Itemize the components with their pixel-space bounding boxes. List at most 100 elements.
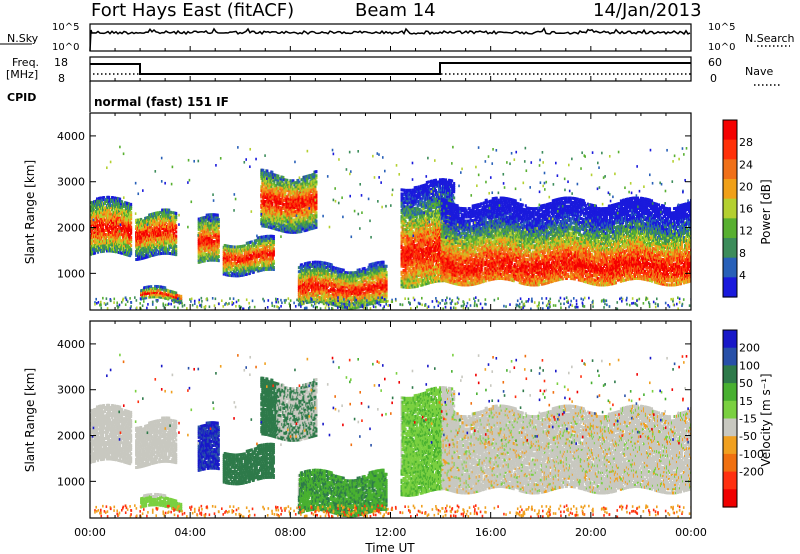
power-cell [175,238,178,242]
power-cell [154,291,157,295]
power-cell [103,243,106,247]
power-cell [93,249,96,253]
power-cell [121,239,124,243]
power-cell [137,218,140,222]
power-cell [94,243,97,247]
power-cell [150,225,153,229]
power-cell [112,214,115,218]
power-cell [154,213,157,217]
power-cell [93,208,96,212]
power-cell [121,222,124,226]
power-cell [175,249,178,253]
power-cell [126,249,129,253]
power-cell [152,214,155,218]
power-cell [156,219,159,223]
power-cell [272,259,275,263]
power-cell [153,224,156,228]
power-cell [130,244,133,248]
power-cell [160,285,163,289]
power-cell [139,242,142,246]
power-cell [144,237,147,241]
power-cell [117,230,120,234]
power-cell [178,300,181,304]
power-cell [155,224,158,228]
power-cell [113,218,116,222]
power-cell [98,246,101,250]
power-cell [161,287,164,291]
power-cell [96,230,99,234]
power-cell [128,225,131,229]
nave-tick-top: 60 [708,56,722,69]
power-cell [147,218,150,222]
power-cell [113,216,116,220]
power-cell [217,230,220,234]
power-cell [130,204,133,208]
power-cell [130,217,133,221]
power-cell [151,247,154,251]
power-cell [110,237,113,241]
power-cell [170,243,173,247]
power-cell [121,220,124,224]
power-cell [161,243,164,247]
power-cell [148,234,151,238]
power-cell [174,242,177,246]
power-cell [97,250,100,254]
power-cell [114,221,117,225]
power-cell [175,253,178,257]
power-cell [165,247,168,251]
power-cell [112,239,115,243]
beam-title: Beam 14 [355,0,436,21]
power-cell [143,248,146,252]
power-cell [315,170,318,174]
power-cell [216,213,219,217]
power-cell [108,226,111,230]
power-cell [175,291,178,295]
power-cell [150,229,153,233]
power-cell [118,242,121,246]
power-cell [125,230,128,234]
power-cell [103,231,106,235]
power-cell [101,231,104,235]
power-cell [91,229,94,233]
power-cell [262,235,265,239]
power-cell [126,234,129,238]
power-cell [315,211,318,215]
power-cell [111,208,114,212]
power-cell [156,225,159,229]
power-cell [315,174,318,178]
power-cell [153,238,156,242]
power-cell [108,216,111,220]
power-cell [148,242,151,246]
power-cell [146,234,149,238]
power-cell [138,222,141,226]
power-cell [90,252,93,256]
power-cell [135,249,138,253]
power-cell [168,218,171,222]
power-cell [122,235,125,239]
power-cell [92,204,95,208]
power-cell [149,231,152,235]
power-cell [217,248,220,252]
power-cell [119,197,122,201]
power-cell [117,207,120,211]
power-cell [175,234,178,238]
power-cell [144,220,147,224]
power-cell [119,236,122,240]
power-cell [118,213,121,217]
power-cell [116,236,119,240]
power-cell [167,239,170,243]
power-cell [142,252,145,256]
power-cell [272,247,275,251]
power-cell [148,223,151,227]
power-cell [175,218,178,222]
power-cell [148,230,151,234]
power-cell [101,200,104,204]
power-cell [346,271,349,275]
power-cell [100,212,103,216]
power-cell [164,226,167,230]
power-cell [121,204,124,208]
power-cell [180,301,183,305]
power-cell [169,245,172,249]
power-cell [130,207,133,211]
